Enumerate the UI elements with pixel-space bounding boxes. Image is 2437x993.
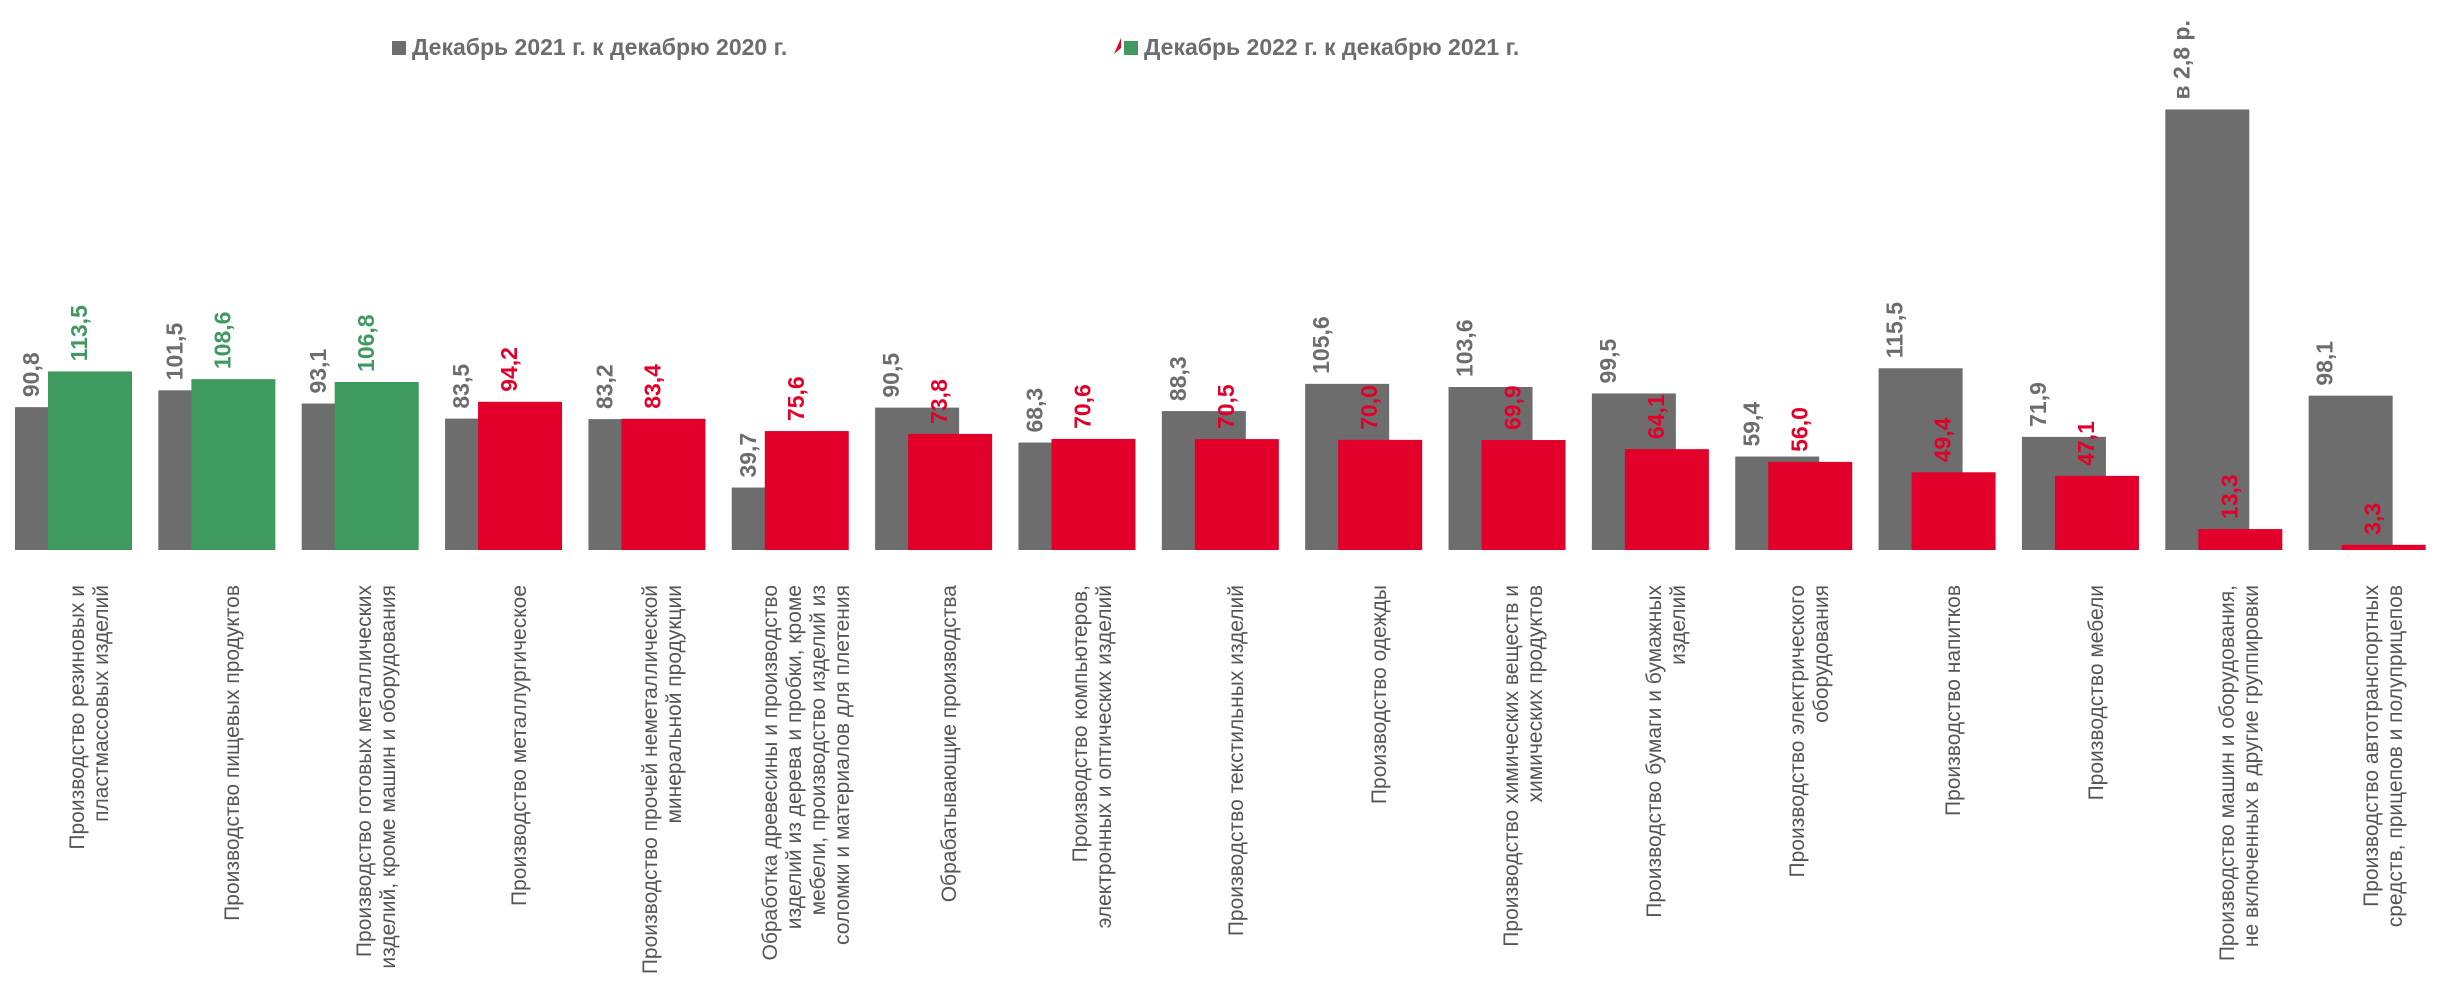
x-tick-text: Производство мебели xyxy=(2084,585,2108,801)
x-tick-text: Производство электрического оборудования xyxy=(1786,585,1834,878)
bar xyxy=(621,418,706,550)
x-tick-label: Производство готовых металлических издел… xyxy=(307,585,447,985)
value-label: 70,6 xyxy=(1070,384,1096,429)
x-tick-label: Производство одежды xyxy=(1310,585,1450,985)
x-tick-label: Производство бумаги и бумажных изделий xyxy=(1597,585,1737,985)
value-label: 98,1 xyxy=(2312,341,2338,386)
value-label: 39,7 xyxy=(735,433,761,478)
x-tick-label: Производство машин и оборудования, не вк… xyxy=(2170,585,2310,985)
x-tick-label: Производство автотранспортных средств, п… xyxy=(2314,585,2437,985)
x-tick-label: Производство напитков xyxy=(1884,585,2024,985)
x-tick-label: Производство прочей неметаллической мине… xyxy=(593,585,733,985)
bar xyxy=(478,401,563,550)
x-tick-label: Обработка древесины и производство издел… xyxy=(737,585,877,985)
legend-label: Декабрь 2022 г. к декабрю 2021 г. xyxy=(1144,34,1519,60)
value-label: 83,4 xyxy=(639,364,665,409)
value-label: 56,0 xyxy=(1786,407,1812,452)
x-tick-text: Производство металлургическое xyxy=(508,585,532,906)
value-label: 70,0 xyxy=(1356,385,1382,430)
x-tick-text: Производство готовых металлических издел… xyxy=(352,585,400,969)
bar xyxy=(1768,461,1853,550)
value-label: 71,9 xyxy=(2025,382,2051,427)
bar xyxy=(764,431,849,550)
bar xyxy=(1911,472,1996,550)
value-label: 88,3 xyxy=(1165,356,1191,401)
x-tick-text: Производство компьютеров, электронных и … xyxy=(1069,585,1117,929)
value-label: 68,3 xyxy=(1022,388,1048,433)
legend-swatch xyxy=(392,41,406,55)
bar xyxy=(191,379,276,550)
value-label: 90,8 xyxy=(18,352,44,397)
bar xyxy=(1194,439,1279,550)
x-tick-label: Производство мебели xyxy=(2027,585,2167,985)
value-label: 108,6 xyxy=(209,312,235,370)
value-label: 103,6 xyxy=(1452,319,1478,377)
value-label: 83,2 xyxy=(591,364,617,409)
x-tick-text: Обработка древесины и производство издел… xyxy=(758,585,854,961)
value-label: 115,5 xyxy=(1882,302,1908,358)
value-label: 70,5 xyxy=(1213,384,1239,429)
value-label: 94,2 xyxy=(496,347,522,392)
value-label: 93,1 xyxy=(305,349,331,394)
x-tick-label: Обрабатывающие производства xyxy=(880,585,1020,985)
x-tick-text: Производство пищевых продуктов xyxy=(221,585,245,921)
x-tick-label: Производство компьютеров, электронных и … xyxy=(1023,585,1163,985)
value-label: 90,5 xyxy=(878,353,904,398)
x-tick-text: Производство резиновых и пластмассовых и… xyxy=(66,585,113,850)
legend-label: Декабрь 2021 г. к декабрю 2020 г. xyxy=(412,34,787,60)
bar xyxy=(2198,529,2283,550)
x-tick-text: Производство автотранспортных средств, п… xyxy=(2359,585,2407,928)
value-label: 106,8 xyxy=(353,314,379,372)
value-label: 101,5 xyxy=(161,323,187,381)
value-label: 49,4 xyxy=(1930,417,1956,462)
value-label: 105,6 xyxy=(1308,316,1334,374)
value-label: 13,3 xyxy=(2216,474,2242,519)
x-tick-label: Производство пищевых продуктов xyxy=(163,585,303,985)
x-tick-label: Производство электрического оборудования xyxy=(1740,585,1880,985)
x-tick-text: Производство текстильных изделий xyxy=(1224,585,1248,937)
bar xyxy=(2165,109,2250,550)
bar xyxy=(48,371,132,550)
x-tick-text: Производство машин и оборудования, не вк… xyxy=(2216,585,2264,962)
x-tick-text: Производство бумаги и бумажных изделий xyxy=(1642,585,1690,918)
bar xyxy=(1481,440,1566,550)
x-tick-label: Производство текстильных изделий xyxy=(1167,585,1307,985)
value-label: 69,9 xyxy=(1500,385,1526,430)
value-label: 59,4 xyxy=(1738,402,1764,447)
bar xyxy=(2341,544,2426,550)
value-label: 99,5 xyxy=(1595,338,1621,383)
bar xyxy=(908,433,993,550)
value-label: в 2,8 р. xyxy=(2168,20,2194,99)
x-tick-text: Производство одежды xyxy=(1368,585,1392,805)
bar xyxy=(1624,449,1709,550)
x-tick-label: Производство химических веществ и химиче… xyxy=(1454,585,1594,985)
x-tick-label: Производство резиновых и пластмассовых и… xyxy=(20,585,160,985)
bar xyxy=(2308,395,2393,550)
value-label: 73,8 xyxy=(926,379,952,424)
value-label: 3,3 xyxy=(2360,503,2386,535)
legend-swatch xyxy=(1124,41,1138,55)
value-label: 83,5 xyxy=(448,364,474,409)
value-label: 64,1 xyxy=(1643,394,1669,439)
x-tick-text: Производство химических веществ и химиче… xyxy=(1499,585,1547,947)
x-tick-text: Производство прочей неметаллической мине… xyxy=(639,585,687,975)
x-tick-label: Производство металлургическое xyxy=(450,585,590,985)
bar xyxy=(334,381,419,550)
value-label: 47,1 xyxy=(2073,421,2099,466)
bar xyxy=(2054,475,2139,550)
x-tick-text: Обрабатывающие производства xyxy=(938,585,962,903)
value-label: 113,5 xyxy=(66,305,92,361)
x-tick-text: Производство напитков xyxy=(1941,585,1965,817)
value-label: 75,6 xyxy=(783,376,809,421)
legend-swatch xyxy=(1114,38,1121,54)
bar xyxy=(1051,438,1136,550)
bar xyxy=(1338,439,1423,550)
